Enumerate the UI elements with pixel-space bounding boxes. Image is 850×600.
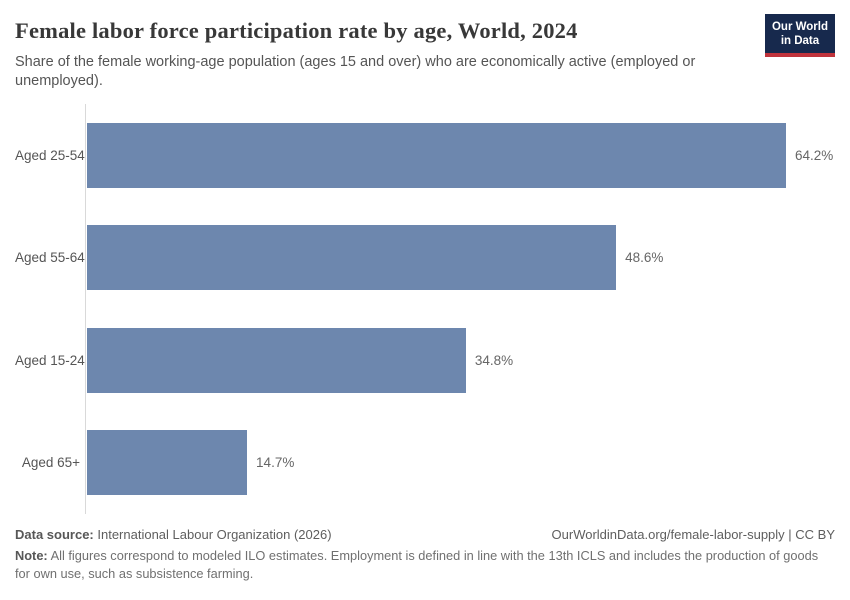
note-label: Note: [15,548,48,564]
category-label: Aged 65+ [21,455,80,471]
owid-license-link[interactable]: OurWorldinData.org/female-labor-supply |… [551,527,835,543]
data-source: Data source: International Labour Organi… [15,527,332,542]
chart-footer: Data source: International Labour Organi… [15,527,835,583]
header-text-block: Female labor force participation rate by… [15,15,715,90]
chart-subtitle: Share of the female working-age populati… [15,54,696,89]
bar-chart: Aged 25-54 64.2% Aged 55-64 48.6% Aged 1… [15,104,835,515]
value-label: 48.6% [625,250,664,266]
data-source-value: International Labour Organization (2026) [97,527,332,543]
category-label: Aged 15-24 [15,352,85,368]
chart-title: Female labor force participation rate by… [15,18,578,43]
footer-source-row: Data source: International Labour Organi… [15,527,835,542]
owid-logo[interactable]: Our World in Data [764,14,835,57]
chart-header: Female labor force participation rate by… [15,14,835,90]
note-text: All figures correspond to modeled ILO es… [15,548,819,581]
category-label: Aged 25-54 [15,147,85,163]
bar-row: Aged 25-54 64.2% [15,104,835,207]
chart-note: Note: All figures correspond to modeled … [15,547,835,583]
bar-aged-15-24[interactable] [87,327,466,393]
owid-logo-line1: Our World [771,21,828,33]
value-label: 64.2% [795,147,834,163]
bar-row: Aged 55-64 48.6% [15,207,835,310]
value-label: 34.8% [474,352,514,368]
bar-aged-65-plus[interactable] [87,430,248,496]
value-label: 14.7% [256,455,295,471]
bar-aged-25-54[interactable] [87,122,786,188]
data-source-label: Data source: [15,527,94,543]
y-axis-line [85,104,86,515]
bar-row: Aged 65+ 14.7% [15,412,835,515]
category-label: Aged 55-64 [15,250,85,266]
bar-aged-55-64[interactable] [87,225,617,291]
owid-logo-line2: in Data [780,35,820,48]
bar-row: Aged 15-24 34.8% [15,309,835,412]
